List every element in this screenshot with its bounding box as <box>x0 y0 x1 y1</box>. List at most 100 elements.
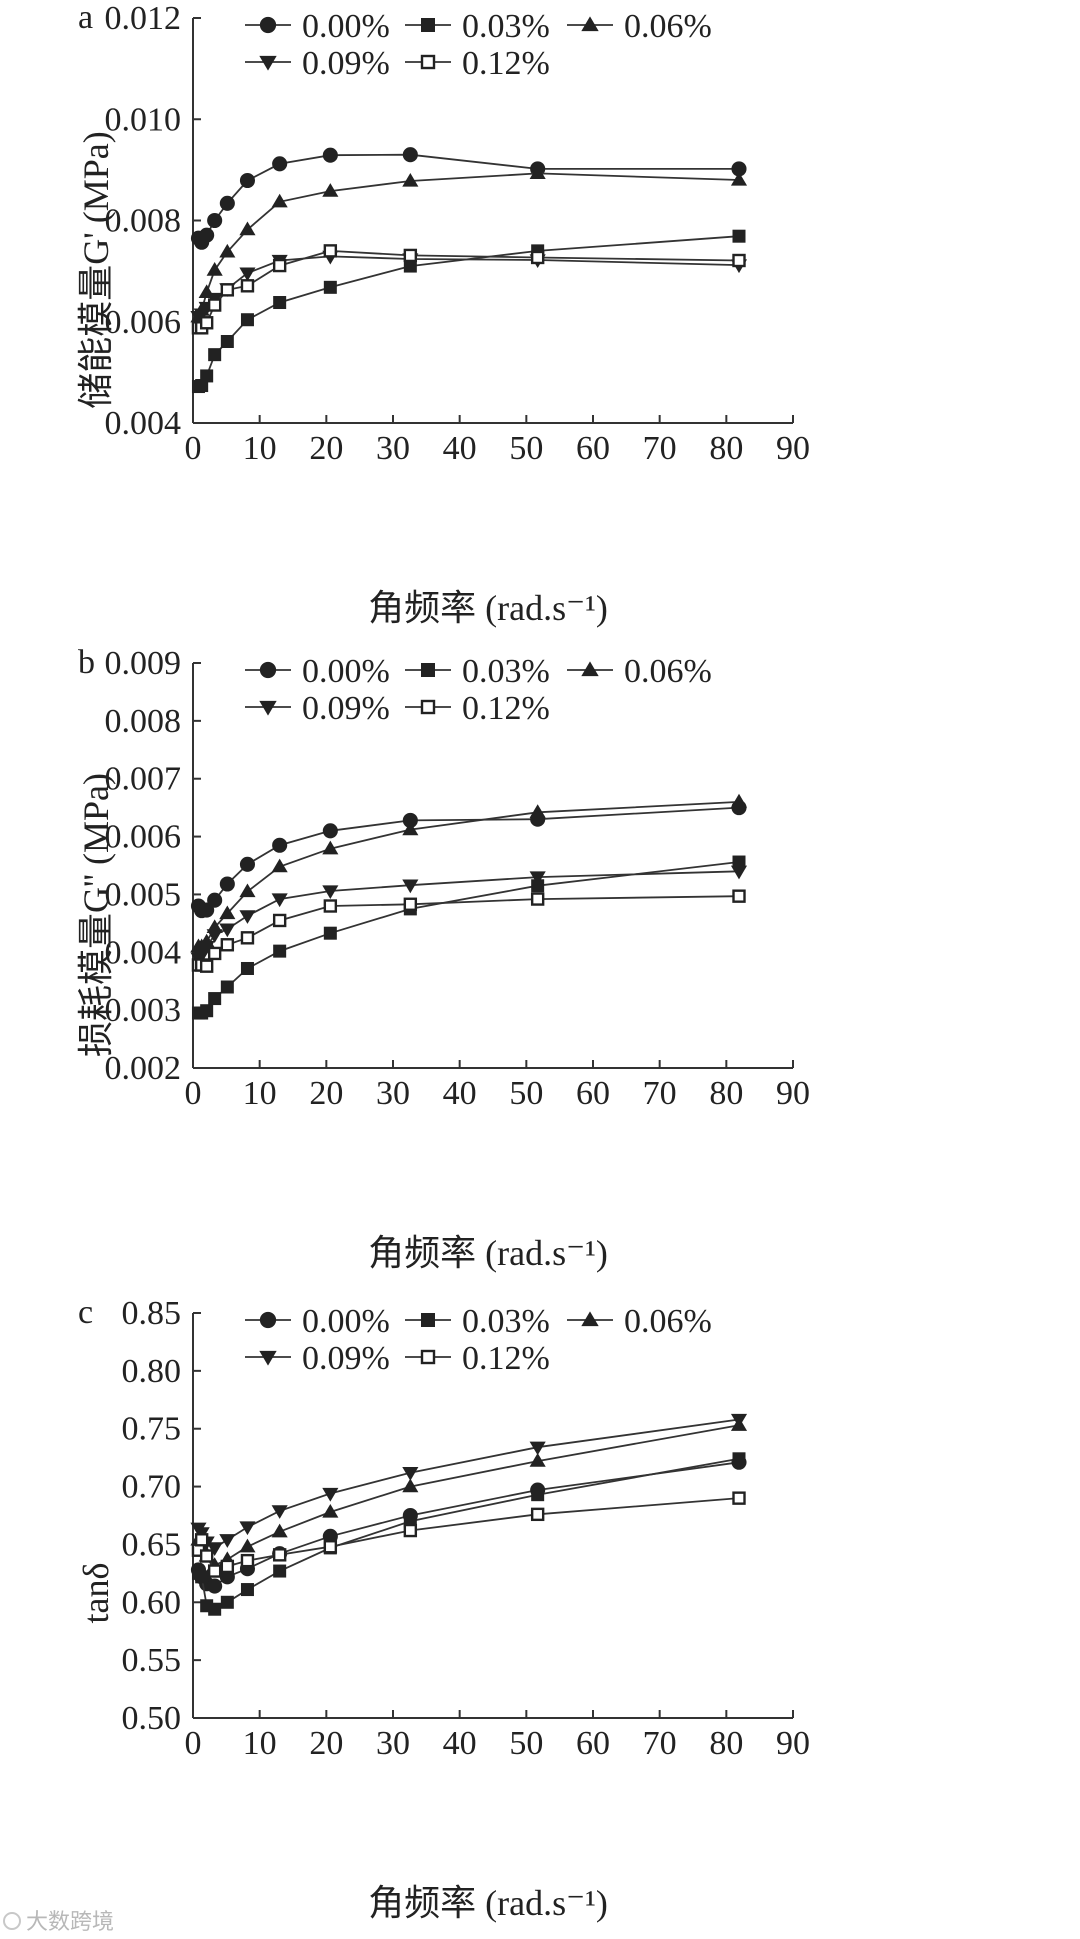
data-point <box>220 938 235 952</box>
data-point <box>271 1505 288 1519</box>
plot-area: 0 10 20 30 40 50 60 70 80 90 0.002 0.003 0.004 0.005 0… <box>105 645 811 1112</box>
data-point <box>529 165 546 180</box>
data-point <box>219 905 236 920</box>
x-tick-label: 10 <box>243 430 277 467</box>
data-point <box>322 147 338 163</box>
y-tick-label: 0.004 <box>105 405 182 442</box>
data-point <box>200 369 214 383</box>
y-tick-label: 0.70 <box>122 1469 182 1506</box>
panel-c: c 0 10 20 30 40 50 60 70 80 90 0.50 0.55 0.60 0.65 0.7… <box>76 1294 810 1923</box>
data-point <box>529 804 546 818</box>
data-point <box>402 821 419 836</box>
panel-letter: b <box>78 644 95 681</box>
x-tick-label: 40 <box>443 430 477 467</box>
legend-item: 0.00% <box>245 653 390 690</box>
data-point <box>322 183 339 197</box>
data-point <box>239 1521 256 1536</box>
legend-label: 0.03% <box>462 653 550 690</box>
data-point <box>323 1540 338 1554</box>
legend-marker <box>259 1350 277 1366</box>
panel-b: b 0 10 20 30 40 50 60 70 80 90 0.002 0.003 0.004 0.00… <box>76 644 810 1273</box>
data-point <box>271 1523 288 1538</box>
x-tick-label: 80 <box>709 1725 743 1762</box>
y-axis-label: tanδ <box>76 1563 116 1624</box>
data-point <box>194 1533 209 1547</box>
data-point <box>403 1523 418 1538</box>
x-tick-label: 90 <box>776 1725 810 1762</box>
legend-item: 0.12% <box>405 690 550 727</box>
data-point <box>731 161 747 177</box>
legend-label: 0.09% <box>302 45 390 82</box>
panel-letter: c <box>78 1294 93 1331</box>
data-point <box>272 156 288 172</box>
data-point <box>322 823 338 839</box>
x-tick-label: 0 <box>185 430 202 467</box>
y-tick-label: 0.012 <box>105 0 182 37</box>
data-point <box>273 944 287 958</box>
x-tick-label: 40 <box>443 1075 477 1112</box>
legend-label: 0.12% <box>462 690 550 727</box>
data-point <box>271 858 288 873</box>
y-tick-label: 0.002 <box>105 1050 182 1087</box>
data-point <box>240 1583 254 1597</box>
x-axis-label: 角频率 (rad.s⁻¹) <box>368 1233 608 1273</box>
y-tick-label: 0.55 <box>122 1642 182 1679</box>
x-axis-label: 角频率 (rad.s⁻¹) <box>368 588 608 628</box>
legend-marker <box>420 1349 436 1365</box>
watermark-text: 大数跨境 <box>26 1909 114 1934</box>
y-tick-label: 0.003 <box>105 992 182 1029</box>
panel-a: a 0 10 20 30 40 50 60 70 80 90 0.004 0.006 0.008 0.01… <box>76 0 810 628</box>
legend-marker <box>259 55 277 71</box>
data-point <box>199 316 214 330</box>
legend-marker <box>259 16 277 34</box>
legend-item: 0.09% <box>245 45 390 82</box>
watermark-logo-icon <box>3 1912 21 1930</box>
y-tick-label: 0.80 <box>122 1353 182 1390</box>
y-tick-label: 0.005 <box>105 876 182 913</box>
x-tick-label: 20 <box>309 1075 343 1112</box>
data-point <box>402 879 419 894</box>
legend-item: 0.06% <box>567 1303 712 1340</box>
legend-label: 0.00% <box>302 1303 390 1340</box>
data-point <box>323 244 338 258</box>
data-point <box>219 1534 236 1548</box>
series-line <box>198 861 740 1014</box>
y-tick-label: 0.006 <box>105 819 182 856</box>
legend-label: 0.03% <box>462 1303 550 1340</box>
data-point <box>323 280 337 294</box>
legend-item: 0.06% <box>567 653 712 690</box>
legend-marker <box>581 16 599 32</box>
data-point <box>220 283 235 297</box>
data-point <box>199 227 215 243</box>
data-point <box>272 837 288 853</box>
x-tick-label: 10 <box>243 1075 277 1112</box>
x-tick-label: 50 <box>509 430 543 467</box>
legend-item: 0.03% <box>405 8 550 45</box>
data-point <box>195 1570 209 1584</box>
data-point <box>207 946 222 961</box>
series-0.12% <box>191 244 746 335</box>
x-tick-label: 70 <box>643 1725 677 1762</box>
x-tick-label: 60 <box>576 430 610 467</box>
data-point <box>273 296 287 310</box>
data-point <box>272 258 287 273</box>
x-tick-label: 50 <box>509 1075 543 1112</box>
x-tick-label: 90 <box>776 1075 810 1112</box>
legend: 0.00% 0.03% 0.06% 0.09% 0.12% <box>245 1303 712 1377</box>
data-point <box>239 172 256 189</box>
y-tick-label: 0.60 <box>122 1584 182 1621</box>
data-point <box>322 885 339 900</box>
data-point <box>403 897 418 911</box>
x-tick-label: 20 <box>309 1725 343 1762</box>
data-point <box>220 1559 235 1574</box>
data-point <box>207 892 223 908</box>
data-point <box>732 229 746 243</box>
legend-item: 0.00% <box>245 8 390 45</box>
data-point <box>208 992 222 1006</box>
legend-item: 0.12% <box>405 45 550 82</box>
series-0.03% <box>191 855 746 1020</box>
legend-marker <box>259 700 277 716</box>
x-tick-label: 90 <box>776 430 810 467</box>
legend-item: 0.00% <box>245 1303 390 1340</box>
y-tick-label: 0.006 <box>105 304 182 341</box>
